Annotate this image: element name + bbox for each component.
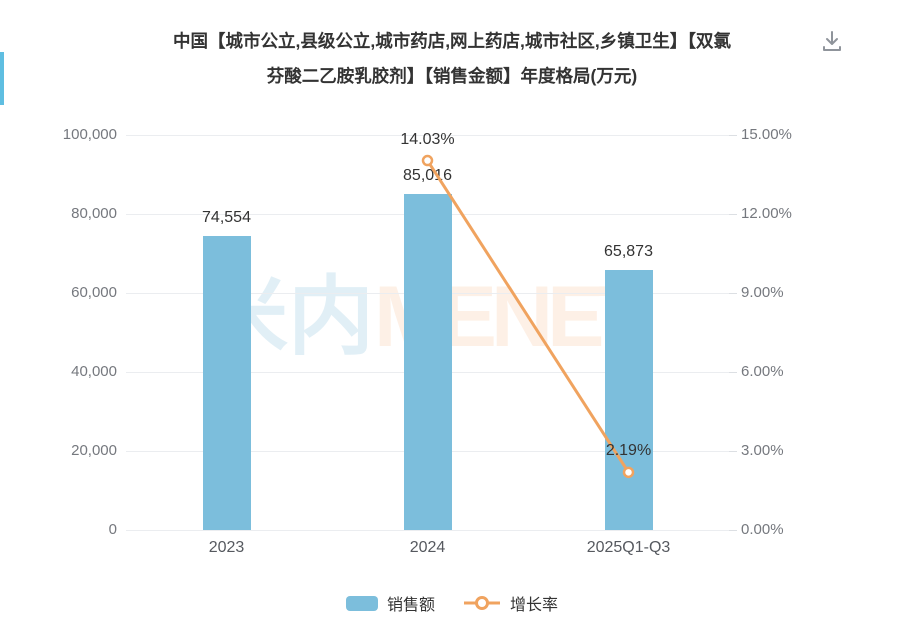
- growth-line-point[interactable]: [622, 466, 635, 479]
- chart-title-line1: 中国【城市公立,县级公立,城市药店,网上药店,城市社区,乡镇卫生】【双氯: [172, 31, 732, 51]
- bar-2023[interactable]: [202, 235, 251, 530]
- right-axis-tick-label: 15.00%: [741, 126, 792, 143]
- legend: 销售额 增长率: [0, 591, 904, 615]
- gridline: [126, 530, 729, 531]
- right-axis-tick: [729, 135, 737, 136]
- right-axis-tick: [729, 451, 737, 452]
- growth-line-point[interactable]: [421, 154, 434, 167]
- right-axis-tick-label: 12.00%: [741, 205, 792, 222]
- chart-header: 中国【城市公立,县级公立,城市药店,网上药店,城市社区,乡镇卫生】【双氯 芬酸二…: [0, 0, 904, 94]
- line-legend-marker-icon: [464, 596, 500, 610]
- right-axis-tick: [729, 293, 737, 294]
- right-axis-tick-label: 9.00%: [741, 284, 784, 301]
- right-axis-tick: [729, 372, 737, 373]
- bar-legend-swatch-icon: [345, 595, 378, 611]
- legend-label-growth: 增长率: [510, 597, 559, 614]
- download-icon[interactable]: [818, 28, 846, 56]
- growth-value-label: 14.03%: [400, 130, 455, 148]
- gridline: [126, 135, 729, 136]
- chart-title: 中国【城市公立,县级公立,城市药店,网上药店,城市社区,乡镇卫生】【双氯 芬酸二…: [72, 24, 832, 94]
- chart-title-line2: 芬酸二乙胺乳胶剂】【销售金额】年度格局(万元): [266, 66, 638, 86]
- legend-item-sales[interactable]: 销售额: [345, 591, 435, 615]
- legend-label-sales: 销售额: [386, 597, 435, 614]
- left-axis-tick-label: 60,000: [71, 284, 117, 301]
- left-axis-tick-label: 100,000: [62, 126, 117, 143]
- left-axis-tick-label: 80,000: [71, 205, 117, 222]
- growth-line[interactable]: [426, 159, 630, 474]
- right-axis-tick-label: 3.00%: [741, 442, 784, 459]
- x-axis-label-2024: 2024: [409, 539, 446, 556]
- right-axis-tick: [729, 530, 737, 531]
- right-axis-tick-label: 0.00%: [741, 521, 784, 538]
- bar-value-label: 65,873: [604, 242, 653, 260]
- x-axis-label-2023: 2023: [208, 539, 245, 556]
- bar-2025Q1-Q3[interactable]: [604, 269, 653, 530]
- right-axis-tick-label: 6.00%: [741, 363, 784, 380]
- right-axis-tick: [729, 214, 737, 215]
- left-axis-tick-label: 40,000: [71, 363, 117, 380]
- left-axis-tick-label: 0: [108, 521, 117, 538]
- left-edge-indicator: [0, 52, 4, 105]
- left-axis-tick-label: 20,000: [71, 442, 117, 459]
- bar-value-label: 74,554: [202, 208, 251, 226]
- legend-item-growth[interactable]: 增长率: [463, 591, 558, 615]
- x-axis-label-2025Q1-Q3: 2025Q1-Q3: [586, 539, 671, 556]
- bar-2024[interactable]: [403, 194, 452, 530]
- growth-value-label: 2.19%: [605, 442, 652, 460]
